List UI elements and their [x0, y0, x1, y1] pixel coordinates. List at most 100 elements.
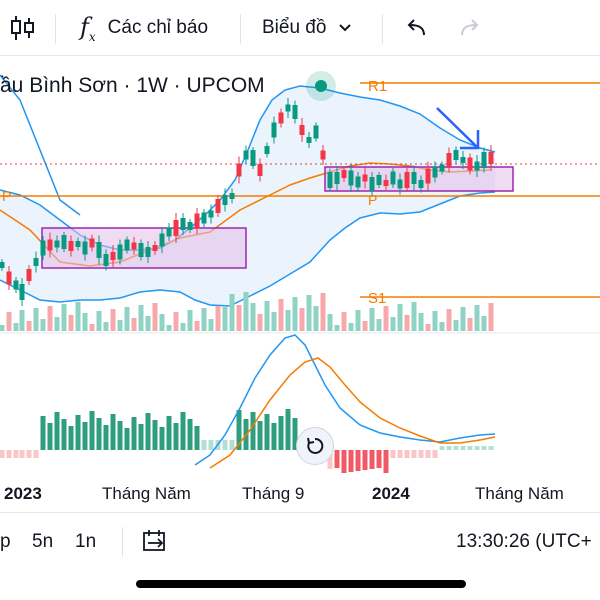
volume-bar	[110, 309, 116, 331]
indicators-button[interactable]: fx Các chỉ báo	[80, 0, 208, 56]
redo-icon[interactable]	[458, 0, 482, 56]
volume-bar	[327, 314, 333, 331]
macd-histogram-bar	[19, 450, 25, 458]
macd-histogram-bar	[292, 418, 298, 450]
volume-bar	[425, 324, 431, 331]
volume-bar	[201, 308, 207, 331]
macd-histogram-bar	[124, 428, 130, 450]
macd-histogram-bar	[397, 450, 403, 458]
calendar-range-icon[interactable]	[142, 529, 168, 559]
volume-bar	[187, 310, 193, 331]
volume-bar	[432, 311, 438, 331]
candle-body	[250, 150, 256, 166]
range-button-p[interactable]: p	[0, 531, 11, 552]
volume-bar	[257, 314, 263, 331]
macd-histogram-bar	[68, 426, 74, 450]
candle-body	[299, 125, 305, 135]
volume-bar	[96, 311, 102, 331]
range-button-5n[interactable]: 5n	[32, 531, 54, 552]
macd-histogram-bar	[13, 450, 19, 458]
volume-bar	[180, 323, 186, 331]
volume-bar	[222, 307, 228, 331]
volume-bar	[306, 295, 312, 331]
candle-body	[481, 152, 487, 168]
macd-histogram-bar	[446, 446, 452, 450]
macd-histogram-bar	[96, 418, 102, 450]
candle-body	[327, 172, 333, 188]
candle-body	[131, 242, 137, 250]
macd-histogram-bar	[411, 450, 417, 458]
candle-body	[54, 240, 60, 248]
symbol-title[interactable]: ầu Bình Sơn · 1W · UPCOM	[0, 74, 265, 97]
home-indicator	[136, 580, 466, 588]
candle-body	[369, 177, 375, 191]
volume-bar	[6, 312, 12, 331]
macd-histogram-bar	[40, 416, 46, 450]
chart-canvas[interactable]: R1 P P S1 ầu Bình Sơn · 1W · UPCOM	[0, 57, 600, 510]
candle-body	[33, 258, 39, 266]
clock-timezone[interactable]: 13:30:26 (UTC+	[456, 531, 592, 552]
candle-body	[453, 150, 459, 160]
macd-histogram-bar	[264, 414, 270, 450]
macd-histogram-bar	[453, 446, 459, 450]
candle-body	[187, 222, 193, 230]
reset-icon[interactable]	[296, 427, 334, 465]
volume-bar	[208, 319, 214, 331]
volume-bar	[397, 304, 403, 331]
candle-body	[425, 168, 431, 184]
candle-body	[124, 239, 130, 251]
candle-body	[40, 240, 46, 256]
macd-histogram-bar	[278, 416, 284, 450]
candle-body	[61, 235, 67, 249]
volume-bar	[341, 312, 347, 331]
top-toolbar: fx Các chỉ báo Biểu đồ	[0, 0, 600, 56]
macd-histogram-bar	[488, 446, 494, 450]
volume-bar	[404, 315, 410, 331]
bollinger-upper-band-left	[0, 74, 81, 216]
macd-histogram-bar	[327, 450, 333, 469]
time-axis[interactable]: 2023 Tháng Năm Tháng 9 2024 Tháng Năm	[0, 478, 600, 510]
volume-bar	[355, 310, 361, 331]
range-button-1n[interactable]: 1n	[75, 531, 97, 552]
candlestick-icon[interactable]	[10, 0, 36, 56]
candle-body	[320, 150, 326, 160]
candle-body	[362, 174, 368, 182]
macd-histogram-bar	[404, 450, 410, 458]
macd-histogram-bar	[362, 450, 368, 470]
macd-histogram-bar	[187, 419, 193, 450]
macd-histogram-bar	[117, 421, 123, 450]
undo-icon[interactable]	[404, 0, 428, 56]
volume-bar	[54, 317, 60, 331]
volume-bar	[215, 306, 221, 331]
time-label-may-2023: Tháng Năm	[102, 484, 191, 503]
candle-body	[390, 171, 396, 185]
volume-bar	[488, 303, 494, 331]
volume-bar	[152, 303, 158, 331]
volume-bar	[348, 323, 354, 331]
volume-bar	[369, 308, 375, 331]
volume-bar	[453, 320, 459, 331]
macd-histogram-bar	[390, 450, 396, 458]
macd-histogram-bar	[467, 446, 473, 450]
candle-body	[460, 157, 466, 163]
macd-histogram-bar	[159, 427, 165, 450]
volume-bar	[285, 310, 291, 331]
volume-bar	[75, 302, 81, 331]
macd-histogram-bar	[110, 414, 116, 450]
candle-body	[418, 180, 424, 188]
volume-bar	[390, 317, 396, 331]
macd-histogram-bar	[481, 446, 487, 450]
volume-bar	[0, 325, 5, 331]
macd-histogram-bar	[47, 423, 53, 450]
candle-body	[152, 245, 158, 251]
candle-body	[173, 220, 179, 236]
market-status-dot	[306, 71, 336, 101]
candle-body	[138, 243, 144, 257]
volume-bar	[278, 299, 284, 331]
macd-histogram-bar	[285, 409, 291, 450]
chart-type-button[interactable]: Biểu đồ	[262, 0, 352, 56]
candle-body	[355, 176, 361, 188]
macd-histogram-bar	[271, 423, 277, 450]
macd-histogram-bar	[257, 421, 263, 450]
volume-bar	[47, 306, 53, 331]
